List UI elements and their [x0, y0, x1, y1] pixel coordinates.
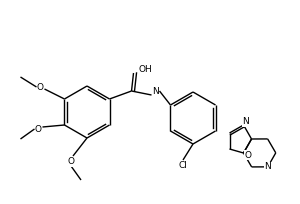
Text: O: O [37, 82, 44, 92]
Text: O: O [244, 151, 251, 160]
Text: OH: OH [139, 65, 152, 74]
Text: N: N [264, 162, 271, 171]
Text: N: N [152, 86, 159, 95]
Text: O: O [35, 124, 42, 133]
Text: N: N [242, 118, 249, 126]
Text: O: O [68, 157, 74, 166]
Text: Cl: Cl [178, 162, 188, 171]
